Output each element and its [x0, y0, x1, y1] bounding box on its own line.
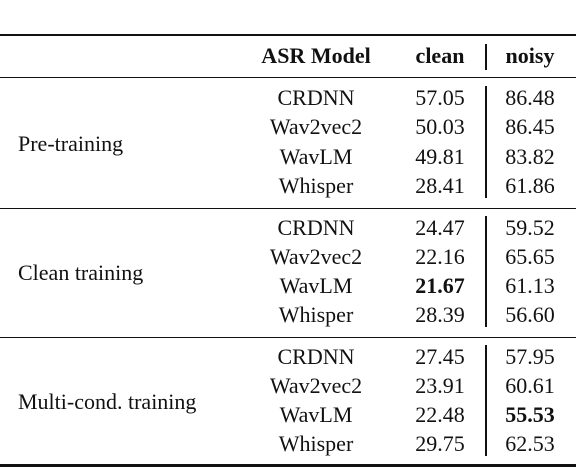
model-name: WavLM	[279, 273, 353, 299]
header-cell: clean	[415, 43, 465, 68]
model-name: WavLM	[279, 402, 353, 428]
model-name: Wav2vec2	[269, 372, 363, 398]
score: 27.45	[415, 343, 465, 369]
header-cell: noisy	[505, 43, 555, 68]
score: 29.75	[415, 431, 465, 457]
model-name: Wav2vec2	[269, 114, 363, 140]
bottom-rule	[0, 464, 576, 467]
group-label: Multi-cond. training	[18, 389, 197, 415]
score: 28.39	[415, 302, 465, 328]
model-name: Wav2vec2	[269, 243, 363, 269]
header-rule	[0, 77, 576, 78]
score: 86.48	[505, 85, 555, 110]
score: 49.81	[415, 143, 465, 169]
score: 61.86	[505, 172, 555, 198]
model-name: Whisper	[278, 302, 354, 328]
model-name: Whisper	[278, 172, 354, 198]
model-name: Whisper	[278, 431, 354, 457]
column-divider	[485, 86, 487, 198]
column-divider	[485, 215, 487, 328]
score: 61.13	[505, 273, 555, 299]
score: 57.05	[415, 85, 465, 110]
group-rule	[0, 336, 576, 338]
score: 22.16	[415, 243, 465, 269]
score: 23.91	[415, 372, 465, 398]
score: 21.67	[415, 273, 465, 299]
score: 59.52	[505, 214, 555, 240]
group-rule	[0, 207, 576, 209]
top-rule	[0, 34, 576, 36]
score: 57.95	[505, 343, 555, 369]
score: 22.48	[415, 402, 465, 428]
model-name: CRDNN	[277, 343, 355, 369]
column-divider	[485, 344, 487, 457]
score: 28.41	[415, 172, 465, 198]
score: 56.60	[505, 302, 555, 328]
score: 62.53	[505, 431, 555, 457]
header-cell: ASR Model	[261, 43, 371, 68]
score: 65.65	[505, 243, 555, 269]
score: 24.47	[415, 214, 465, 240]
model-name: WavLM	[279, 143, 353, 169]
model-name: CRDNN	[277, 85, 355, 110]
score: 83.82	[505, 143, 555, 169]
group-label: Pre-training	[18, 130, 124, 156]
model-name: CRDNN	[277, 214, 355, 240]
column-divider	[485, 44, 487, 70]
score: 50.03	[415, 114, 465, 140]
score: 55.53	[505, 402, 555, 428]
score: 60.61	[505, 372, 555, 398]
score: 86.45	[505, 114, 555, 140]
group-label: Clean training	[18, 260, 144, 286]
